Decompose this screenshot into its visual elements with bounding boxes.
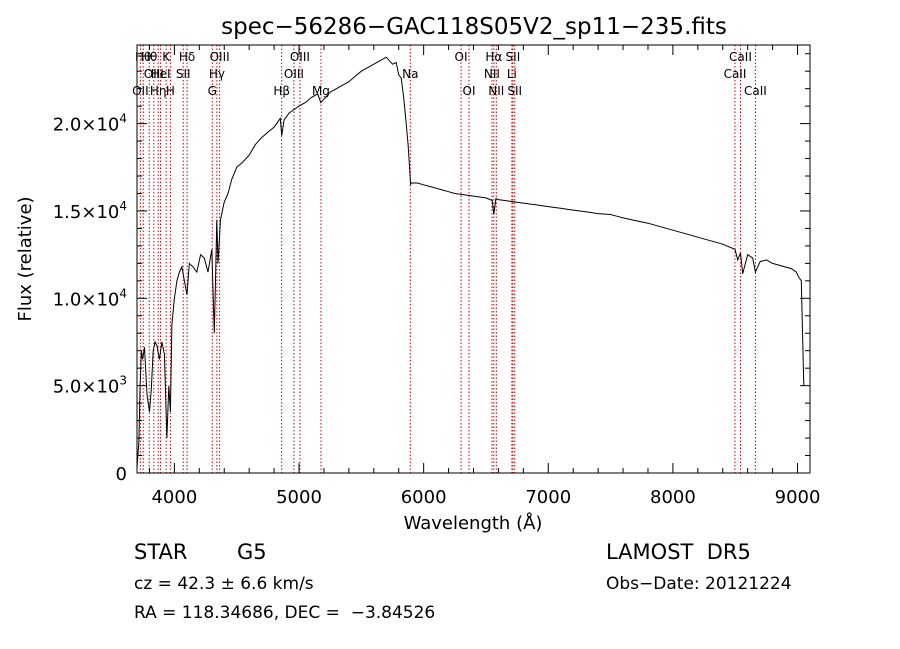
- line-label-22: NII: [488, 84, 504, 98]
- line-label-18: OI: [455, 50, 468, 64]
- line-label-24: SII: [506, 50, 521, 64]
- line-label-8: SII: [176, 67, 191, 81]
- x-tick-label-5: 9000: [775, 487, 821, 508]
- observation-date: Obs−Date: 20121224: [606, 574, 792, 594]
- plot-frame: [136, 44, 811, 474]
- line-label-23: Li: [507, 67, 517, 81]
- x-axis-label: Wavelength (Å): [404, 512, 543, 534]
- line-label-27: CaII: [729, 50, 752, 64]
- y-axis: 0 5.0×103 1.0×104 1.5×104 2.0×104: [53, 53, 810, 485]
- line-label-26: CaII: [724, 67, 747, 81]
- line-label-12: OIII: [210, 50, 230, 64]
- x-tick-label-2: 6000: [401, 487, 447, 508]
- x-tick-label-0: 4000: [151, 487, 197, 508]
- line-label-10: G: [208, 84, 217, 98]
- spectral-line-labels: OIIHθHθOIIIHηHeIKHSIIHδGHγOIIIHβOIIIOIII…: [132, 50, 767, 98]
- line-label-19: OI: [463, 84, 476, 98]
- survey-name: LAMOST DR5: [606, 540, 751, 564]
- object-subclass: G5: [237, 540, 267, 564]
- line-label-25: SII: [507, 84, 522, 98]
- y-tick-label-0: 0: [116, 464, 127, 485]
- line-label-17: Na: [402, 67, 418, 81]
- line-label-2: Hθ: [141, 50, 157, 64]
- spectral-line-markers: [139, 45, 756, 473]
- x-tick-label-3: 7000: [525, 487, 571, 508]
- y-tick-label-4: 2.0×104: [53, 112, 127, 136]
- y-tick-label-1: 5.0×103: [53, 374, 127, 398]
- y-axis-label: Flux (relative): [15, 196, 36, 321]
- object-class: STAR: [134, 540, 188, 564]
- line-label-11: Hγ: [209, 67, 225, 81]
- line-label-20: NII: [484, 67, 500, 81]
- y-tick-label-3: 1.5×104: [53, 199, 127, 223]
- line-label-0: OII: [132, 84, 149, 98]
- x-tick-label-1: 5000: [276, 487, 322, 508]
- redshift-readout: cz = 42.3 ± 6.6 km/s: [134, 574, 314, 594]
- line-label-15: OIII: [290, 50, 310, 64]
- line-label-28: CaII: [744, 84, 767, 98]
- line-label-3: OIII: [144, 67, 164, 81]
- line-label-7: H: [166, 84, 175, 98]
- spectrum-series: [136, 56, 805, 468]
- x-axis: 4000 5000 6000 7000 8000 9000: [148, 45, 821, 508]
- chart-title: spec−56286−GAC118S05V2_sp11−235.fits: [221, 14, 727, 40]
- line-label-21: Hα: [485, 50, 502, 64]
- line-label-5: HeI: [151, 67, 171, 81]
- coordinates-readout: RA = 118.34686, DEC = −3.84526: [134, 603, 436, 623]
- y-tick-label-2: 1.0×104: [53, 286, 127, 310]
- line-label-14: OIII: [284, 67, 304, 81]
- line-label-6: K: [162, 50, 171, 64]
- line-label-9: Hδ: [179, 50, 195, 64]
- line-label-4: Hη: [150, 84, 167, 98]
- line-label-13: Hβ: [273, 84, 290, 98]
- x-tick-label-4: 8000: [650, 487, 696, 508]
